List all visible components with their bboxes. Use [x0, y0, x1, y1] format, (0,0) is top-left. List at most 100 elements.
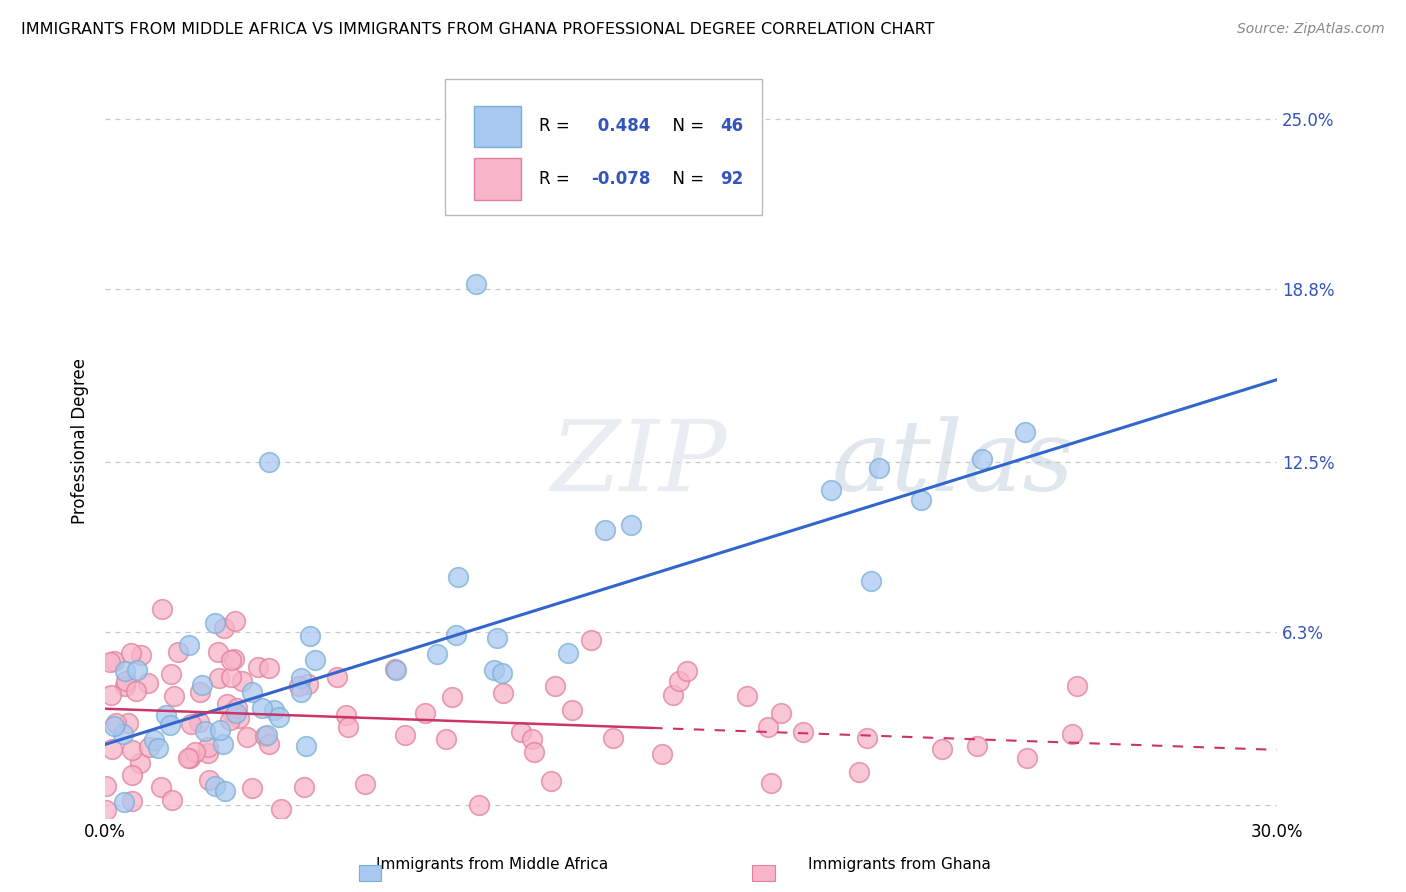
Point: [297, 677, 319, 691]
Point: [218, 713, 240, 727]
Point: [138, 740, 160, 755]
Point: [292, 780, 315, 794]
Point: [579, 632, 602, 647]
Point: [267, 709, 290, 723]
Point: [214, 783, 236, 797]
Point: [620, 517, 643, 532]
Point: [491, 686, 513, 700]
Point: [298, 629, 321, 643]
Text: atlas: atlas: [832, 417, 1074, 511]
Point: [96, 803, 118, 817]
Point: [163, 690, 186, 704]
Point: [129, 756, 152, 770]
Text: 0.484: 0.484: [592, 117, 650, 136]
Point: [263, 703, 285, 717]
Point: [166, 645, 188, 659]
Point: [486, 631, 509, 645]
Point: [1066, 679, 1088, 693]
Point: [444, 627, 467, 641]
Point: [354, 777, 377, 791]
Text: -0.078: -0.078: [592, 170, 651, 188]
Point: [143, 732, 166, 747]
Text: ZIP: ZIP: [551, 417, 727, 511]
Point: [447, 570, 470, 584]
Point: [523, 745, 546, 759]
Point: [966, 739, 988, 753]
Text: R =: R =: [538, 170, 575, 188]
Point: [855, 731, 877, 745]
Point: [184, 745, 207, 759]
Point: [676, 665, 699, 679]
Point: [190, 678, 212, 692]
Point: [769, 706, 792, 720]
Point: [792, 725, 814, 739]
Point: [434, 731, 457, 746]
Point: [426, 647, 449, 661]
Point: [491, 665, 513, 680]
Point: [125, 683, 148, 698]
Point: [290, 685, 312, 699]
Point: [384, 662, 406, 676]
Point: [180, 717, 202, 731]
Text: 46: 46: [720, 117, 744, 136]
Point: [335, 708, 357, 723]
Point: [226, 700, 249, 714]
Point: [197, 739, 219, 754]
Point: [385, 663, 408, 677]
Point: [221, 670, 243, 684]
Point: [217, 697, 239, 711]
Point: [197, 746, 219, 760]
Point: [737, 689, 759, 703]
Point: [651, 747, 673, 761]
Point: [510, 724, 533, 739]
Text: Immigrants from Middle Africa: Immigrants from Middle Africa: [375, 857, 609, 872]
Point: [236, 731, 259, 745]
Point: [253, 729, 276, 743]
Point: [931, 742, 953, 756]
Point: [150, 780, 173, 794]
Point: [868, 461, 890, 475]
Point: [115, 673, 138, 688]
Point: [177, 751, 200, 765]
Point: [246, 659, 269, 673]
Bar: [474, 105, 522, 147]
Point: [602, 731, 624, 745]
Point: [208, 723, 231, 737]
Point: [756, 720, 779, 734]
Point: [288, 679, 311, 693]
Point: [256, 728, 278, 742]
Point: [121, 743, 143, 757]
Point: [326, 670, 349, 684]
Point: [103, 654, 125, 668]
Point: [662, 688, 685, 702]
Point: [212, 621, 235, 635]
Point: [150, 602, 173, 616]
Point: [188, 684, 211, 698]
Point: [225, 706, 247, 720]
Point: [100, 689, 122, 703]
Point: [668, 673, 690, 688]
Point: [100, 655, 122, 669]
Point: [198, 772, 221, 787]
Text: Source: ZipAtlas.com: Source: ZipAtlas.com: [1237, 22, 1385, 37]
Point: [179, 750, 201, 764]
Point: [160, 792, 183, 806]
Text: 92: 92: [720, 170, 744, 188]
Point: [160, 666, 183, 681]
Point: [482, 663, 505, 677]
Point: [159, 718, 181, 732]
Point: [96, 779, 118, 793]
Text: N =: N =: [662, 170, 709, 188]
Point: [179, 638, 201, 652]
Point: [129, 648, 152, 662]
Point: [970, 452, 993, 467]
Point: [257, 661, 280, 675]
Point: [193, 724, 215, 739]
Point: [103, 719, 125, 733]
Point: [127, 663, 149, 677]
Point: [540, 773, 562, 788]
Point: [257, 737, 280, 751]
Point: [290, 671, 312, 685]
Point: [136, 675, 159, 690]
Point: [117, 716, 139, 731]
